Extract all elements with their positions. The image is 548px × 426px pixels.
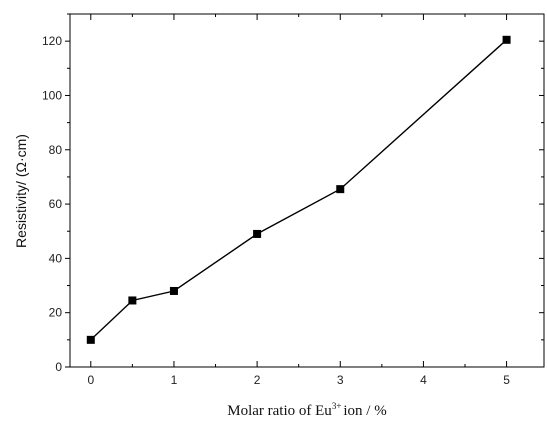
x-tick-label: 1: [171, 373, 178, 387]
plot-frame: [69, 13, 545, 368]
y-tick-label: 120: [42, 34, 62, 48]
data-point: [128, 296, 137, 305]
series-line: [90, 39, 508, 341]
data-point: [253, 229, 262, 238]
y-axis-ticks: 0 20 40 60 80 100 120: [42, 13, 544, 374]
data-point: [502, 35, 511, 44]
data-point: [336, 185, 345, 194]
x-tick-label: 2: [254, 373, 261, 387]
y-tick-label: 40: [49, 251, 63, 265]
y-tick-label: 60: [49, 197, 63, 211]
x-tick-label: 4: [420, 373, 427, 387]
y-tick-label: 100: [42, 88, 62, 102]
x-axis-title-end: ion / %: [343, 403, 386, 419]
x-tick-label: 5: [503, 373, 510, 387]
x-tick-label: 3: [337, 373, 344, 387]
x-axis-title-superscript: 3+: [332, 401, 342, 411]
y-tick-label: 0: [55, 360, 62, 374]
y-tick-label: 80: [49, 143, 63, 157]
x-axis-title-main: Molar ratio of Eu: [227, 403, 332, 419]
x-axis-title: Molar ratio of Eu3+ ion / %: [227, 401, 386, 419]
x-axis-ticks: 0 1 2 3 4 5: [87, 14, 510, 387]
y-tick-label: 20: [49, 306, 63, 320]
series-layer: [86, 35, 511, 344]
y-axis-title: Resistivity/ (Ω·cm): [13, 134, 29, 248]
x-tick-label: 0: [87, 373, 94, 387]
data-point: [86, 335, 95, 344]
data-point: [169, 286, 178, 295]
